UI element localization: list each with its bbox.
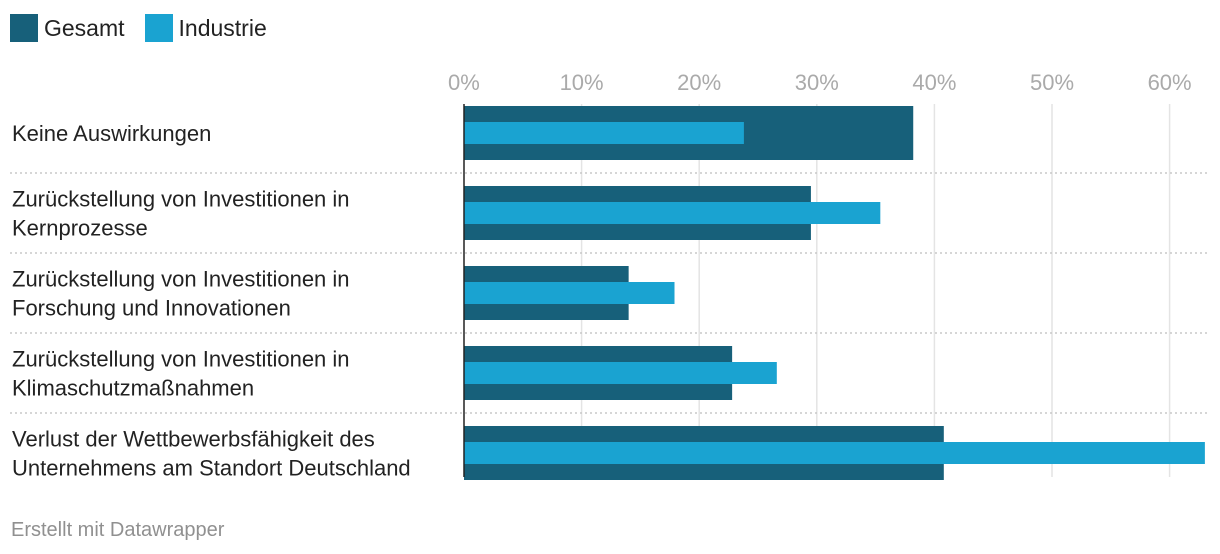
bar-industrie-2: [464, 282, 675, 304]
category-label-4-1: Unternehmens am Standort Deutschland: [12, 456, 411, 481]
bar-industrie-1: [464, 202, 881, 224]
x-tick-label-40: 40%: [912, 70, 956, 95]
bar-industrie-3: [464, 362, 777, 384]
category-label-2-1: Forschung und Innovationen: [12, 296, 291, 321]
category-label-2-0: Zurückstellung von Investitionen in: [12, 267, 350, 292]
category-label-1-1: Kernprozesse: [12, 216, 148, 241]
legend-item-industrie: Industrie: [144, 14, 267, 42]
x-tick-label-10: 10%: [560, 70, 604, 95]
x-tick-label-0: 0%: [448, 70, 480, 95]
category-label-0-0: Keine Auswirkungen: [12, 121, 211, 146]
category-label-4-0: Verlust der Wettbewerbsfähigkeit des: [12, 427, 375, 452]
category-label-3-1: Klimaschutzmaßnahmen: [12, 376, 254, 401]
legend-label-industrie: Industrie: [178, 15, 267, 41]
bar-industrie-0: [464, 122, 744, 144]
category-label-3-0: Zurückstellung von Investitionen in: [12, 347, 350, 372]
category-label-1-0: Zurückstellung von Investitionen in: [12, 187, 350, 212]
x-tick-label-20: 20%: [677, 70, 721, 95]
legend-swatch-industrie: [144, 14, 173, 42]
x-tick-label-30: 30%: [795, 70, 839, 95]
credit-text: Erstellt mit Datawrapper: [11, 519, 225, 541]
bar-industrie-4: [464, 442, 1205, 464]
x-tick-label-60: 60%: [1148, 70, 1192, 95]
x-tick-label-50: 50%: [1030, 70, 1074, 95]
legend-label-gesamt: Gesamt: [44, 15, 125, 41]
legend: Gesamt Industrie: [10, 13, 287, 43]
legend-item-gesamt: Gesamt: [10, 14, 125, 42]
legend-swatch-gesamt: [10, 14, 38, 42]
